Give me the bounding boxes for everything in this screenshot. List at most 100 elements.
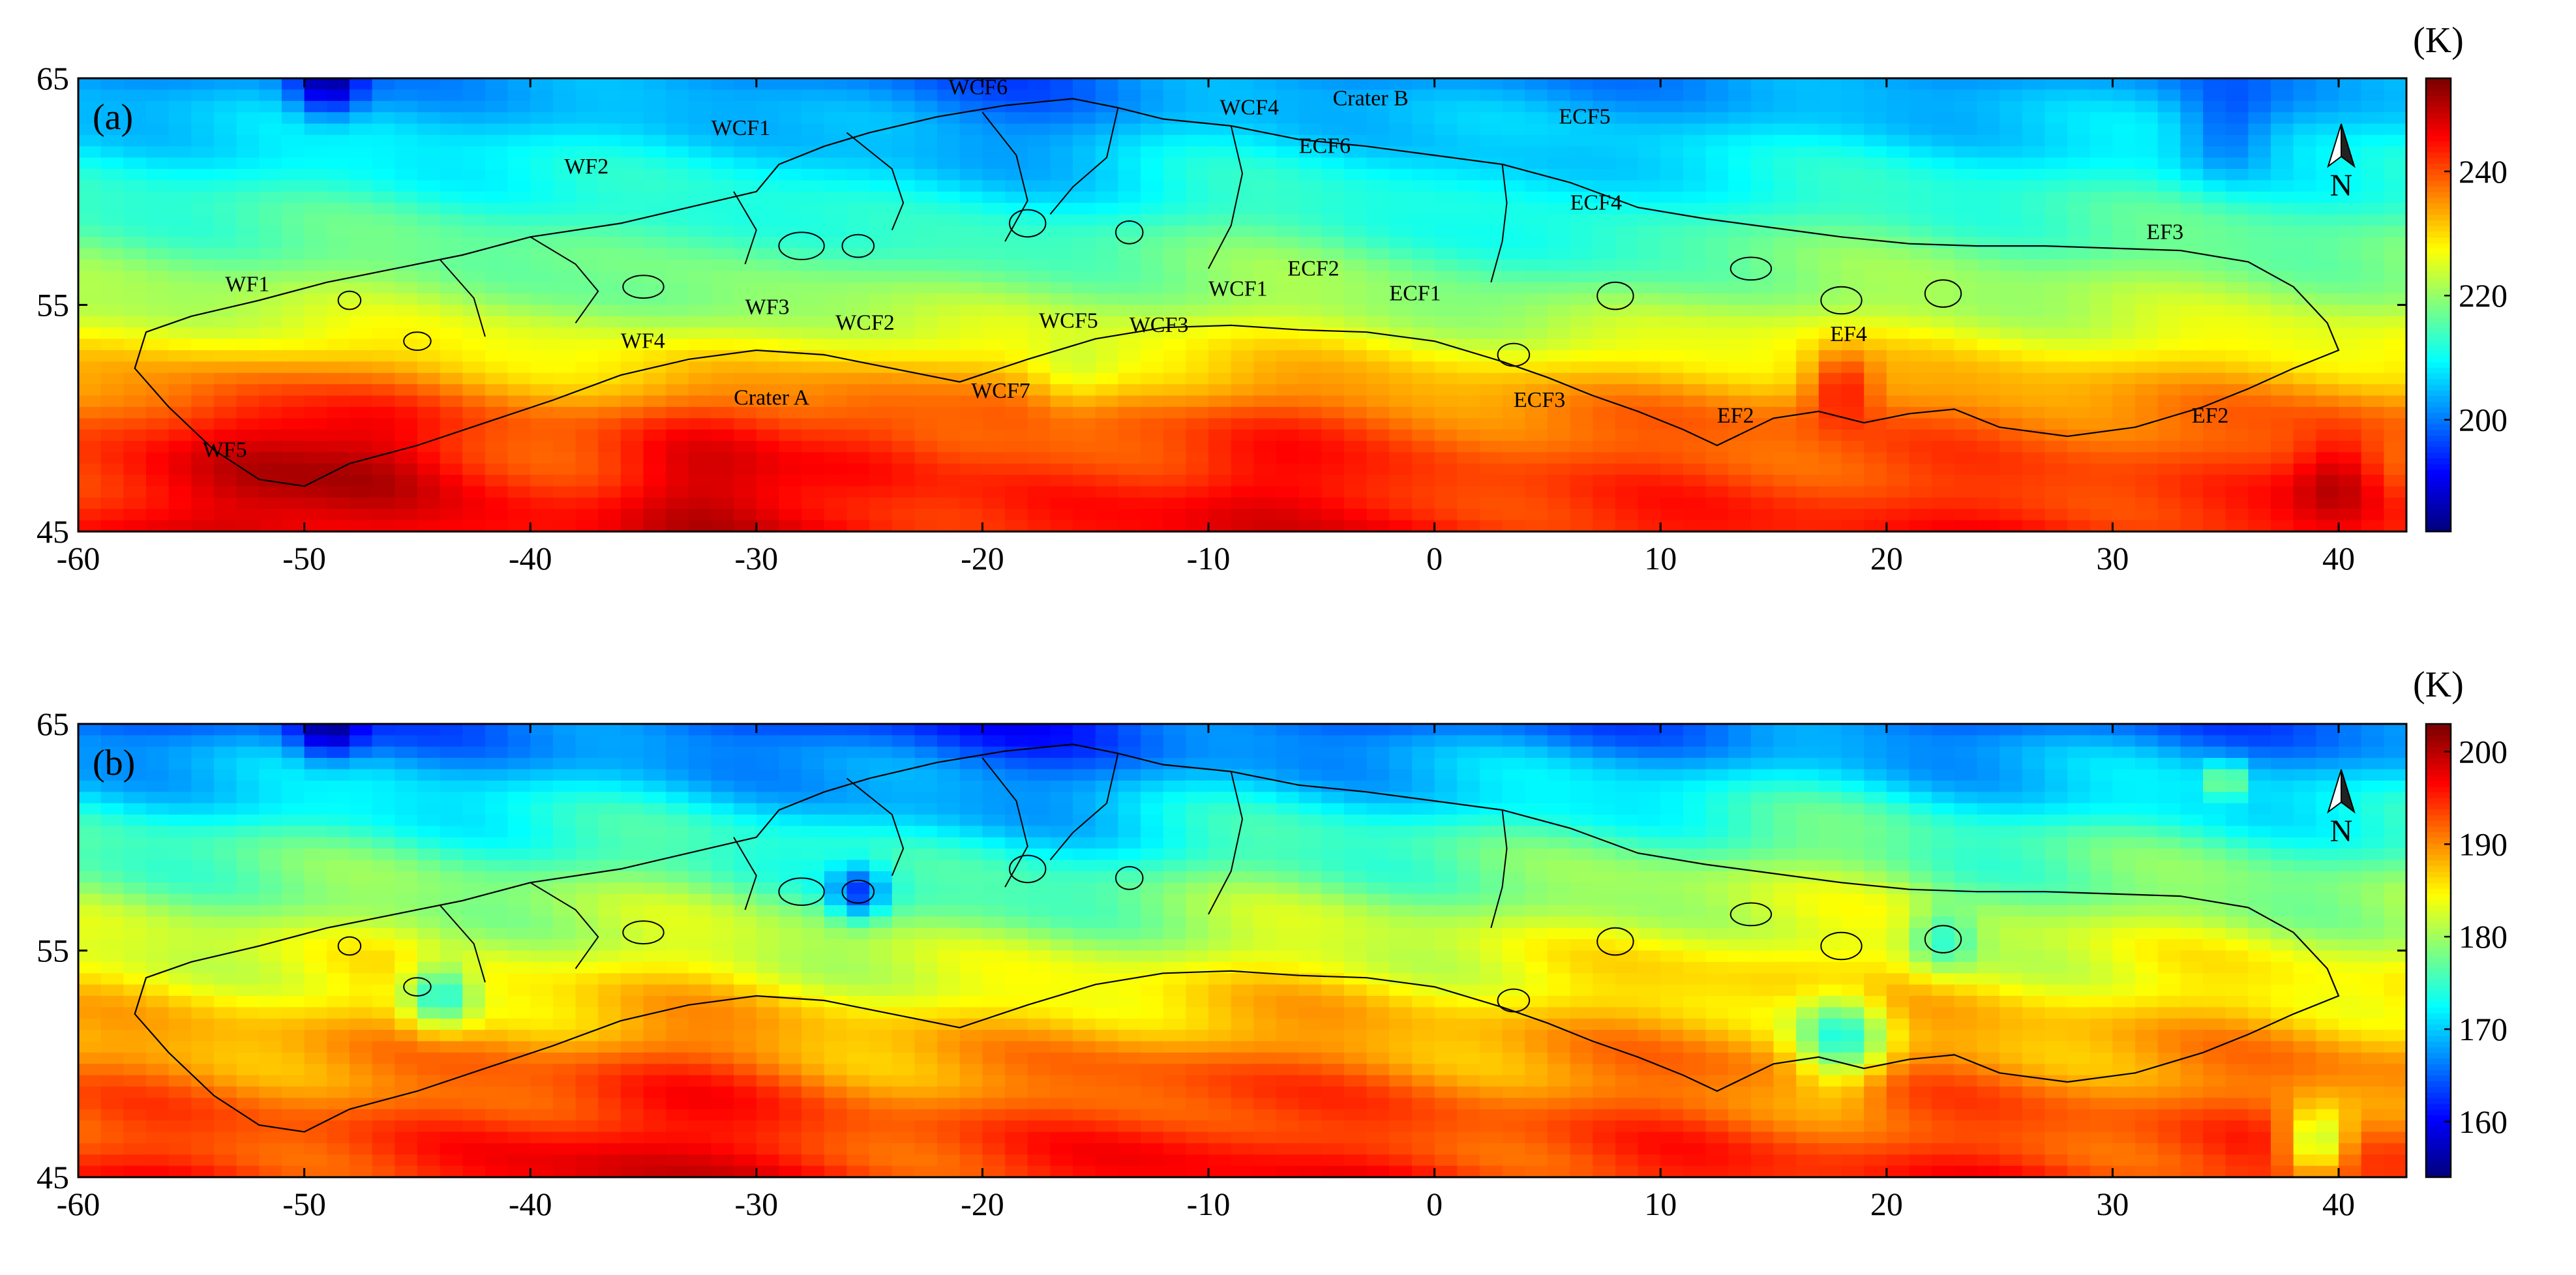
heatmap-cell [1050, 248, 1073, 260]
heatmap-cell [1909, 520, 1932, 532]
heatmap-cell [1909, 452, 1932, 464]
heatmap-cell [2316, 305, 2339, 317]
heatmap-cell [1954, 237, 1978, 249]
heatmap-cell [462, 384, 486, 397]
heatmap-cell [620, 746, 644, 758]
heatmap-cell [1547, 112, 1571, 125]
heatmap-cell [214, 395, 237, 408]
heatmap-cell [1909, 134, 1932, 147]
heatmap-cell [1773, 746, 1797, 758]
heatmap-cell [1050, 214, 1073, 226]
heatmap-cell [1298, 282, 1323, 294]
heatmap-cell [914, 520, 938, 532]
heatmap-cell [1615, 792, 1639, 804]
heatmap-cell [1750, 100, 1775, 113]
heatmap-cell [1321, 282, 1345, 294]
heatmap-cell [146, 475, 170, 487]
heatmap-cell [1525, 384, 1548, 397]
heatmap-cell [417, 282, 441, 294]
heatmap-cell [1276, 497, 1300, 510]
heatmap-cell [123, 282, 147, 294]
heatmap-cell [1841, 758, 1865, 770]
heatmap-cell [1954, 429, 1978, 442]
heatmap-cell [2316, 169, 2339, 181]
heatmap-cell [2067, 452, 2091, 464]
heatmap-cell [1841, 463, 1865, 475]
heatmap-cell [643, 260, 666, 272]
heatmap-cell [552, 237, 577, 249]
heatmap-cell [2089, 260, 2114, 272]
heatmap-cell [1750, 486, 1775, 498]
heatmap-cell [2089, 225, 2114, 238]
heatmap-cell [1412, 429, 1435, 442]
heatmap-cell [552, 214, 577, 226]
heatmap-cell [846, 112, 870, 125]
heatmap-cell [1118, 406, 1141, 419]
heatmap-cell [2157, 271, 2181, 283]
heatmap-cell [214, 260, 237, 272]
heatmap-cell [485, 350, 509, 363]
heatmap-cell [1773, 123, 1797, 136]
heatmap-cell [1909, 735, 1932, 747]
heatmap-cell [1163, 282, 1187, 294]
heatmap-cell [1479, 395, 1503, 408]
heatmap-cell [2361, 180, 2385, 192]
heatmap-cell [1479, 134, 1503, 147]
heatmap-cell [2180, 350, 2204, 363]
heatmap-cell [1141, 305, 1164, 317]
heatmap-cell [1750, 214, 1775, 226]
heatmap-cell [1999, 203, 2023, 215]
heatmap-cell [1818, 123, 1842, 136]
heatmap-cell [2271, 746, 2294, 758]
heatmap-cell [1073, 203, 1096, 215]
heatmap-cell [1095, 520, 1119, 532]
heatmap-cell [281, 271, 305, 283]
heatmap-cell [304, 463, 328, 475]
heatmap-cell [417, 237, 441, 249]
heatmap-cell [100, 146, 125, 158]
heatmap-cell [2225, 735, 2249, 747]
heatmap-cell [1886, 475, 1910, 487]
heatmap-cell [530, 327, 554, 340]
heatmap-cell [1027, 509, 1051, 521]
heatmap-cell [214, 769, 237, 781]
heatmap-cell [530, 758, 554, 770]
heatmap-cell [643, 406, 666, 419]
heatmap-cell [982, 293, 1006, 306]
heatmap-cell [575, 372, 599, 385]
heatmap-cell [643, 78, 666, 91]
heatmap-cell [2067, 123, 2091, 136]
heatmap-cell [1208, 100, 1232, 113]
heatmap-cell [1344, 316, 1368, 329]
heatmap-cell [1638, 735, 1662, 747]
heatmap-cell [869, 520, 893, 532]
heatmap-cell [711, 361, 734, 374]
heatmap-cell [824, 100, 848, 113]
heatmap-cell [2089, 123, 2114, 136]
heatmap-cell [1954, 327, 1978, 340]
heatmap-cell [2248, 384, 2271, 397]
heatmap-cell [1389, 316, 1413, 329]
heatmap-cell [914, 123, 938, 136]
heatmap-cell [711, 180, 734, 192]
heatmap-cell [643, 169, 666, 181]
heatmap-cell [462, 112, 486, 125]
heatmap-cell [1570, 418, 1594, 430]
heatmap-cell [620, 146, 644, 158]
heatmap-cell [372, 282, 396, 294]
colorbar-swatch [2426, 78, 2451, 85]
heatmap-cell [1728, 305, 1752, 317]
heatmap-cell [304, 441, 328, 453]
heatmap-cell [1954, 271, 1978, 283]
heatmap-cell [1932, 248, 1955, 260]
heatmap-cell [78, 305, 102, 317]
heatmap-b [78, 724, 2407, 1178]
heatmap-cell [1321, 769, 1345, 781]
heatmap-cell [1298, 395, 1323, 408]
heatmap-cell [1999, 112, 2023, 125]
heatmap-cell [1932, 463, 1955, 475]
heatmap-cell [1502, 475, 1526, 487]
heatmap-cell [1027, 134, 1051, 147]
heatmap-cell [440, 361, 464, 374]
heatmap-cell [846, 350, 870, 363]
